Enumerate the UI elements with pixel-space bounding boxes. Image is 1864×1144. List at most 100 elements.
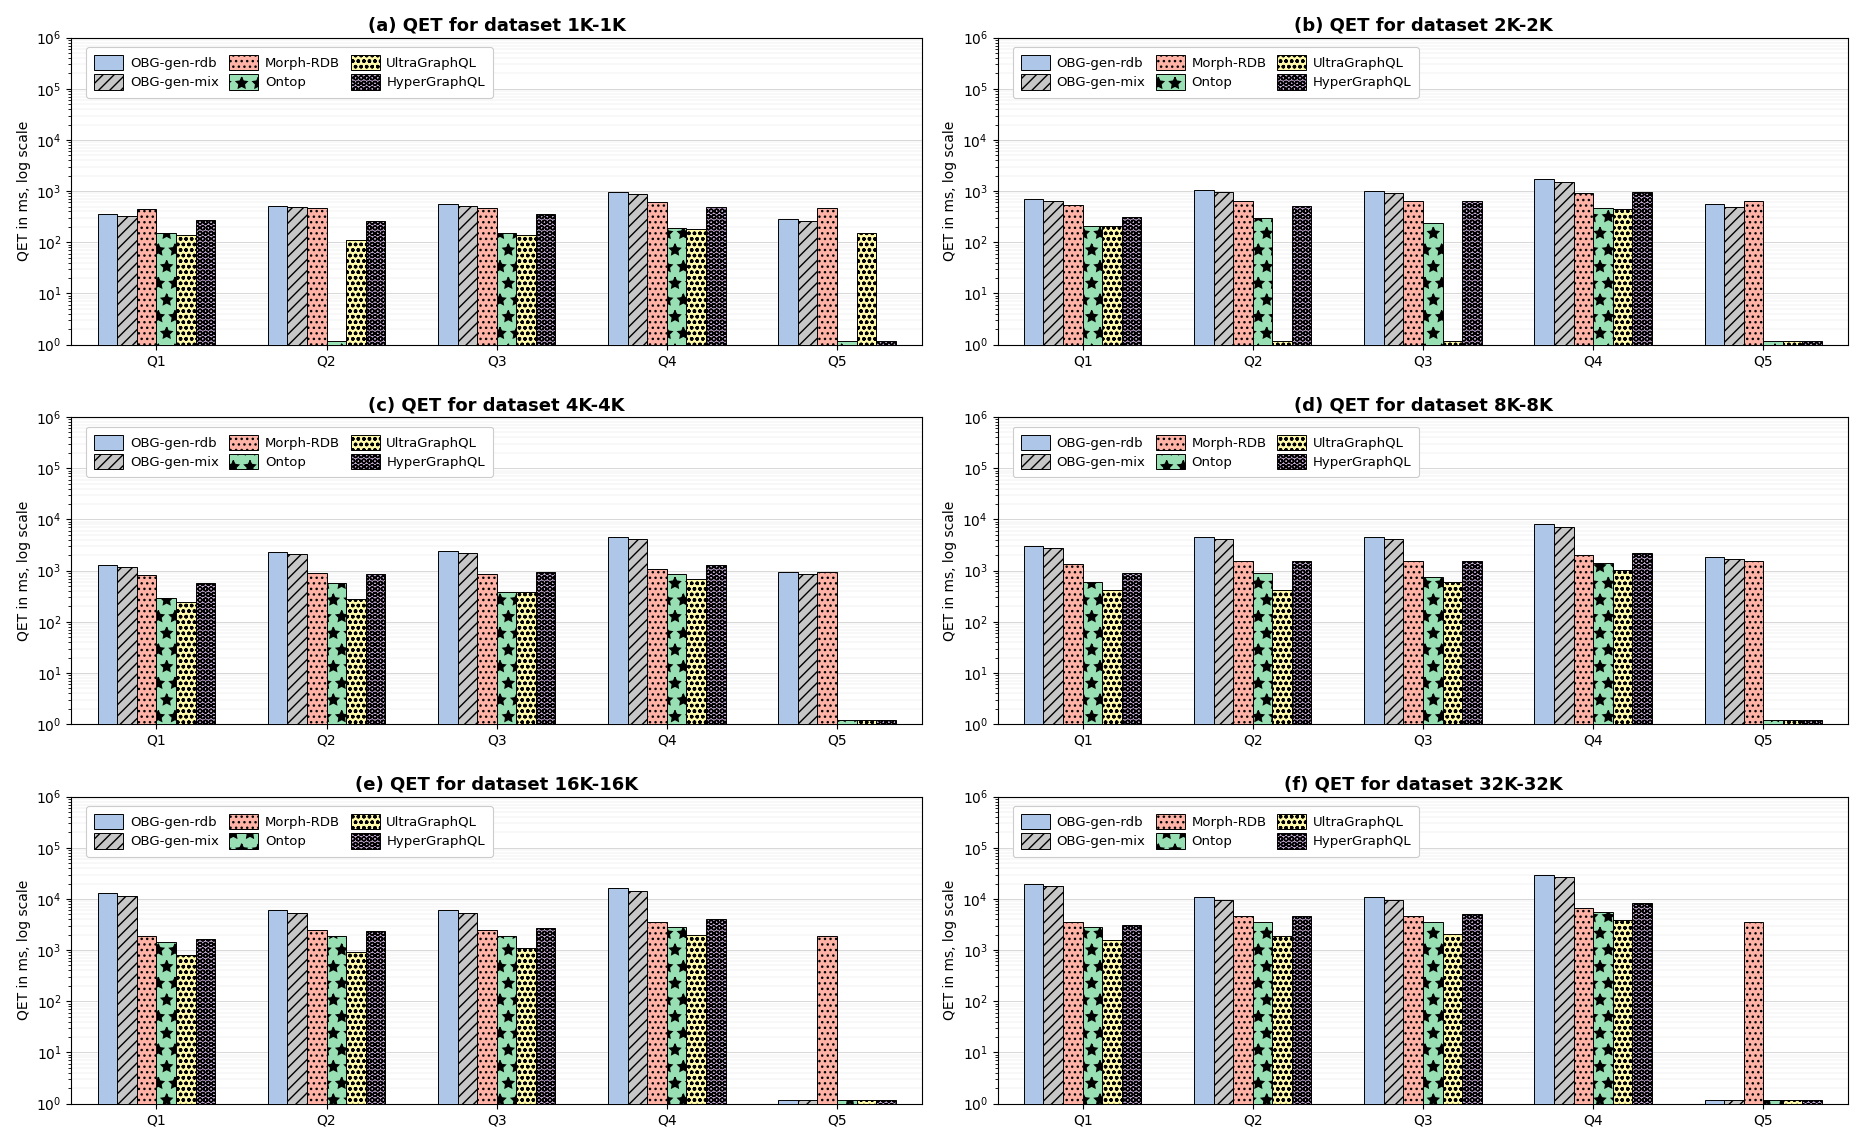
Y-axis label: QET in ms, log scale: QET in ms, log scale — [17, 880, 30, 1020]
Bar — [1631, 192, 1652, 1144]
Bar — [287, 913, 308, 1144]
Bar — [1553, 526, 1573, 1144]
Bar — [647, 922, 667, 1144]
Bar — [1631, 904, 1652, 1144]
Bar — [1761, 720, 1782, 1144]
Bar — [117, 216, 136, 1144]
Bar — [1422, 922, 1441, 1144]
Bar — [1102, 227, 1120, 1144]
Bar — [97, 214, 117, 1144]
Bar — [1193, 897, 1213, 1144]
Bar — [876, 341, 895, 1144]
Bar — [816, 208, 837, 1144]
Bar — [268, 911, 287, 1144]
Bar — [1402, 201, 1422, 1144]
Bar — [1573, 193, 1592, 1144]
Bar — [1592, 208, 1612, 1144]
Bar — [1801, 1099, 1821, 1144]
Bar — [535, 572, 555, 1144]
Y-axis label: QET in ms, log scale: QET in ms, log scale — [943, 121, 956, 261]
Bar — [1441, 935, 1461, 1144]
Bar — [496, 591, 516, 1144]
Bar — [706, 565, 725, 1144]
Bar — [1612, 208, 1631, 1144]
Bar — [1801, 720, 1821, 1144]
Bar — [326, 341, 347, 1144]
Bar — [1782, 720, 1801, 1144]
Bar — [1631, 553, 1652, 1144]
Bar — [1722, 1099, 1743, 1144]
Bar — [1213, 192, 1232, 1144]
Bar — [1102, 940, 1120, 1144]
Y-axis label: QET in ms, log scale: QET in ms, log scale — [943, 500, 956, 641]
Bar — [1062, 564, 1081, 1144]
Bar — [1023, 199, 1044, 1144]
Bar — [1292, 916, 1310, 1144]
Bar — [1062, 205, 1081, 1144]
Bar — [1743, 922, 1761, 1144]
Bar — [1120, 925, 1141, 1144]
Bar — [196, 939, 214, 1144]
Bar — [647, 202, 667, 1144]
Bar — [1441, 341, 1461, 1144]
Bar — [608, 538, 628, 1144]
Bar — [1704, 205, 1722, 1144]
Bar — [97, 893, 117, 1144]
Bar — [457, 913, 477, 1144]
Bar — [1081, 225, 1102, 1144]
Bar — [1232, 562, 1253, 1144]
Legend: OBG-gen-rdb, OBG-gen-mix, Morph-RDB, Ontop, UltraGraphQL, HyperGraphQL: OBG-gen-rdb, OBG-gen-mix, Morph-RDB, Ont… — [1012, 427, 1419, 477]
Bar — [1612, 571, 1631, 1144]
Bar — [1592, 912, 1612, 1144]
Bar — [438, 551, 457, 1144]
Bar — [535, 214, 555, 1144]
Bar — [1102, 590, 1120, 1144]
Bar — [477, 930, 496, 1144]
Bar — [516, 591, 535, 1144]
Bar — [1612, 920, 1631, 1144]
Bar — [1573, 908, 1592, 1144]
Bar — [1761, 1099, 1782, 1144]
Bar — [457, 553, 477, 1144]
Bar — [1253, 573, 1271, 1144]
Bar — [686, 936, 706, 1144]
Y-axis label: QET in ms, log scale: QET in ms, log scale — [17, 500, 30, 641]
Bar — [1383, 539, 1402, 1144]
Title: (e) QET for dataset 16K-16K: (e) QET for dataset 16K-16K — [354, 776, 637, 794]
Bar — [1402, 562, 1422, 1144]
Bar — [516, 947, 535, 1144]
Bar — [608, 192, 628, 1144]
Bar — [365, 931, 386, 1144]
Bar — [1422, 577, 1441, 1144]
Bar — [1761, 341, 1782, 1144]
Bar — [856, 232, 876, 1144]
Bar — [287, 207, 308, 1144]
Bar — [97, 565, 117, 1144]
Bar — [1292, 206, 1310, 1144]
Bar — [136, 209, 157, 1144]
Bar — [308, 208, 326, 1144]
Bar — [117, 566, 136, 1144]
Bar — [196, 221, 214, 1144]
Bar — [326, 583, 347, 1144]
Bar — [1253, 217, 1271, 1144]
Bar — [876, 720, 895, 1144]
Legend: OBG-gen-rdb, OBG-gen-mix, Morph-RDB, Ontop, UltraGraphQL, HyperGraphQL: OBG-gen-rdb, OBG-gen-mix, Morph-RDB, Ont… — [86, 47, 492, 97]
Bar — [196, 583, 214, 1144]
Bar — [667, 927, 686, 1144]
Bar — [1044, 201, 1062, 1144]
Bar — [175, 235, 196, 1144]
Bar — [1553, 182, 1573, 1144]
Bar — [1383, 193, 1402, 1144]
Bar — [1422, 223, 1441, 1144]
Bar — [157, 598, 175, 1144]
Bar — [496, 233, 516, 1144]
Bar — [1363, 897, 1383, 1144]
Bar — [365, 574, 386, 1144]
Bar — [1383, 899, 1402, 1144]
Title: (f) QET for dataset 32K-32K: (f) QET for dataset 32K-32K — [1282, 776, 1562, 794]
Bar — [1213, 899, 1232, 1144]
Bar — [1592, 563, 1612, 1144]
Bar — [1534, 874, 1553, 1144]
Bar — [798, 221, 816, 1144]
